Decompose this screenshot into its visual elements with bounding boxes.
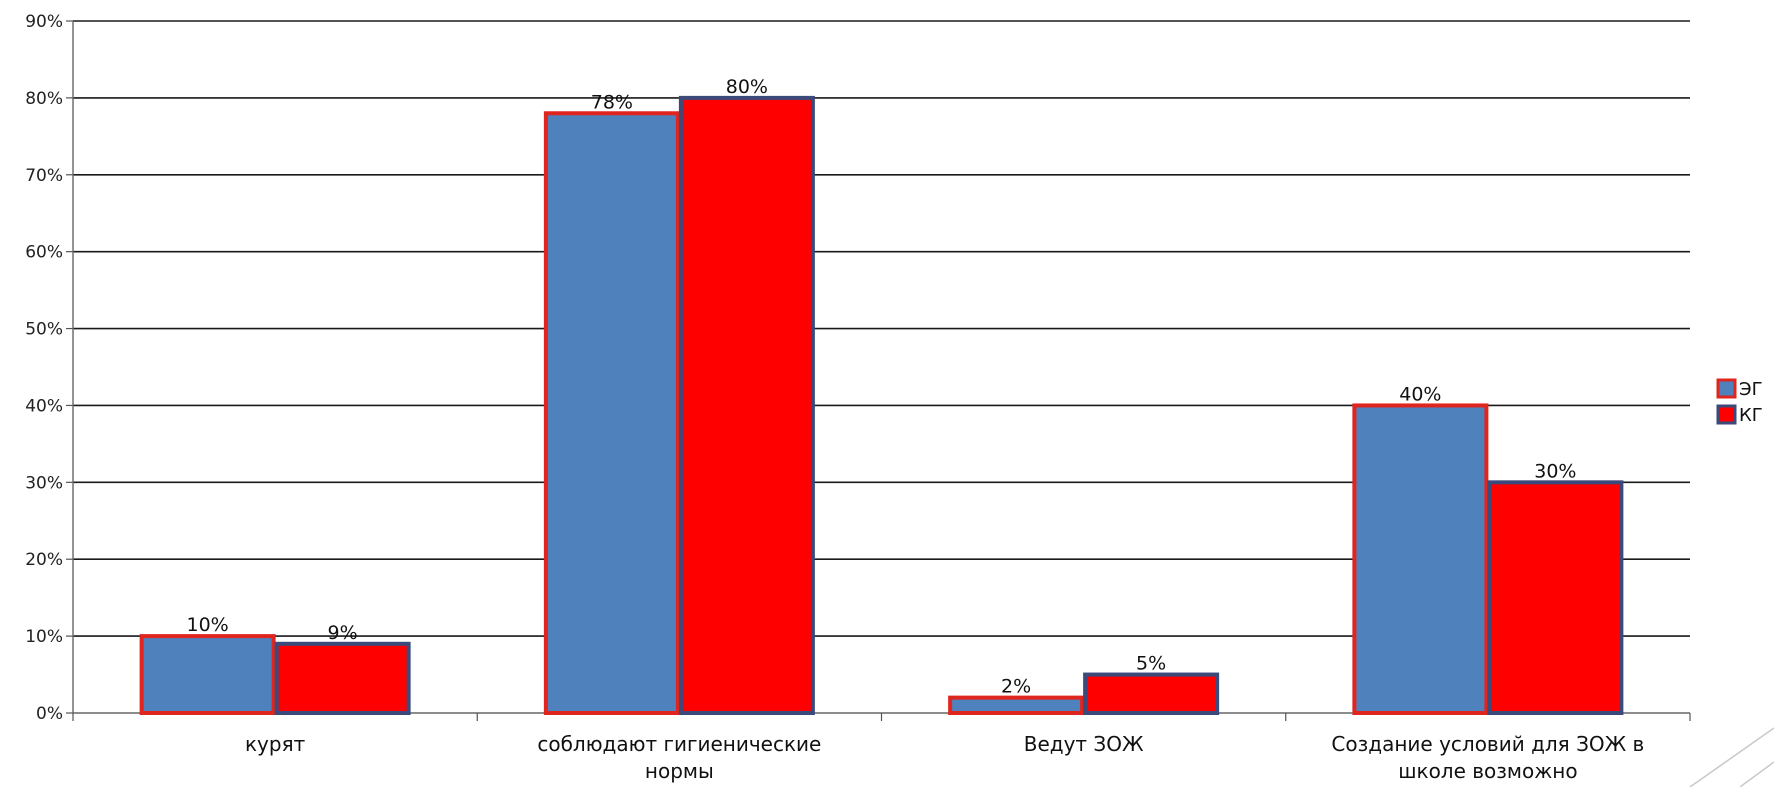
- bars: [139, 95, 1624, 716]
- y-tick-label: 80%: [25, 89, 63, 109]
- bar: [948, 695, 1085, 715]
- category-label: школе возможно: [1398, 759, 1577, 783]
- data-label: 80%: [726, 76, 768, 98]
- category-label: нормы: [645, 759, 714, 783]
- legend-swatch: [1716, 378, 1737, 399]
- y-tick-label: 60%: [25, 243, 63, 263]
- bar: [1487, 480, 1624, 716]
- legend-label: КГ: [1739, 405, 1763, 426]
- category-label: соблюдают гигиенические: [537, 732, 821, 756]
- category-label: Создание условий для ЗОЖ в: [1331, 732, 1644, 756]
- y-tick-label: 50%: [25, 320, 63, 340]
- bar: [678, 95, 815, 715]
- bar: [543, 111, 680, 716]
- y-tick-label: 70%: [25, 166, 63, 186]
- decorative-corner-line-2: [1739, 761, 1774, 787]
- bar: [1083, 672, 1220, 715]
- bar: [1352, 403, 1489, 715]
- legend-swatch: [1716, 404, 1737, 425]
- legend: ЭГ КГ: [1716, 378, 1763, 426]
- labels: 0% 10% 20% 30% 40% 50% 60% 70% 80% 90% 10% 9% курят 7…: [25, 12, 1644, 783]
- data-label: 2%: [1001, 676, 1031, 698]
- y-tick-label: 40%: [25, 396, 63, 416]
- y-tick-label: 10%: [25, 627, 63, 647]
- y-tick-label: 90%: [25, 12, 63, 32]
- data-label: 78%: [591, 91, 633, 113]
- data-label: 40%: [1399, 383, 1441, 405]
- bar: [274, 641, 411, 715]
- y-tick-label: 20%: [25, 550, 63, 570]
- y-tick-label: 0%: [36, 704, 63, 724]
- category-label: курят: [245, 732, 306, 756]
- data-label: 10%: [187, 614, 229, 636]
- y-tick-label: 30%: [25, 473, 63, 493]
- grid-lines: [73, 20, 1690, 637]
- bar: [139, 634, 276, 715]
- decorative-corner-line-1: [1689, 727, 1774, 787]
- data-label: 30%: [1534, 460, 1576, 482]
- legend-label: ЭГ: [1739, 379, 1763, 400]
- data-label: 9%: [328, 622, 358, 644]
- category-label: Ведут ЗОЖ: [1024, 732, 1144, 756]
- data-label: 5%: [1136, 653, 1166, 675]
